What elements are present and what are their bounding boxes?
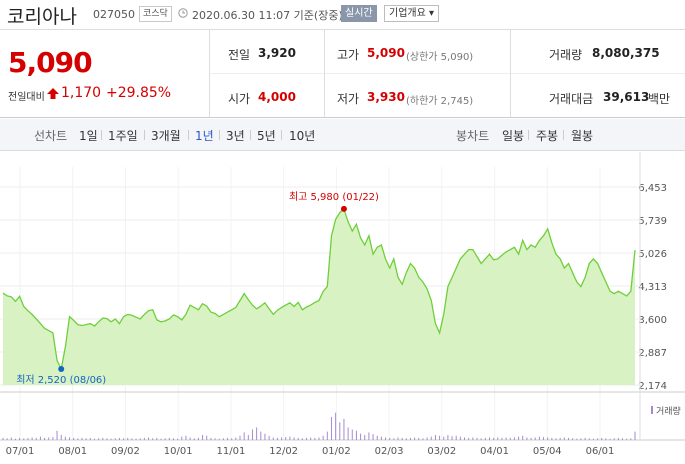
price-chart-svg: 6,453 5,739 5,026 4,313 3,600 2,887 2,174 07/01… — [0, 152, 685, 457]
current-price: 5,090 — [8, 46, 93, 79]
low-marker — [58, 365, 65, 372]
stock-code: 027050 — [93, 8, 135, 21]
price-summary: 5,090 전일대비 1,170 +29.85% 전일 3,920 고가 5,0… — [0, 30, 685, 118]
x-tick-label: 03/02 — [427, 446, 456, 457]
high-marker — [340, 205, 347, 212]
clock-icon — [178, 8, 188, 18]
high-annotation: 최고 5,980 (01/22) — [289, 191, 379, 203]
line-chart-label: 선차트 — [34, 129, 68, 143]
upper-limit-note: (상한가 5,090) — [406, 52, 474, 63]
summary-row-divider — [210, 73, 685, 74]
datetime-text: 2020.06.30 11:07 기준(장중) — [192, 9, 343, 22]
toolbar-divider — [563, 130, 564, 140]
trade-value-label: 거래대금 — [549, 92, 594, 106]
y-tick-label: 3,600 — [638, 315, 667, 326]
period-1y[interactable]: 1년 — [195, 129, 214, 143]
y-tick-label: 5,026 — [638, 249, 667, 260]
period-1d[interactable]: 1일 — [79, 129, 98, 143]
price-area-fill — [3, 208, 635, 385]
trade-value-unit: 백만 — [648, 92, 671, 106]
prev-close-value: 3,920 — [258, 46, 296, 60]
toolbar-divider — [281, 130, 282, 140]
x-tick-label: 01/02 — [322, 446, 351, 457]
y-tick-label: 2,887 — [638, 348, 667, 359]
market-badge: 코스닥 — [139, 6, 172, 22]
candle-daily[interactable]: 일봉 — [502, 129, 525, 143]
toolbar-divider — [101, 130, 102, 140]
toolbar-divider — [144, 130, 145, 140]
x-tick-label: 08/01 — [58, 446, 87, 457]
price-line — [2, 207, 636, 372]
trade-value: 39,613 — [603, 90, 650, 104]
volume-legend-swatch — [651, 406, 653, 414]
realtime-button[interactable]: 실시간 — [341, 5, 377, 22]
period-3m[interactable]: 3개월 — [151, 129, 181, 143]
candle-weekly[interactable]: 주봉 — [536, 129, 559, 143]
toolbar-divider — [219, 130, 220, 140]
volume-label: 거래량 — [549, 48, 583, 62]
high-value: 5,090 — [367, 46, 405, 60]
low-annotation: 최저 2,520 (08/06) — [16, 374, 106, 386]
company-overview-button[interactable]: 기업개요 ▾ — [384, 5, 439, 22]
candle-chart-label: 봉차트 — [456, 129, 490, 143]
x-tick-label: 11/01 — [216, 446, 245, 457]
stock-name: 코리아나 — [7, 6, 77, 28]
x-tick-label: 06/01 — [586, 446, 615, 457]
volume-value: 8,080,375 — [592, 46, 660, 60]
y-tick-label: 4,313 — [638, 282, 667, 293]
change-label: 전일대비 — [8, 92, 45, 103]
high-label: 고가 — [337, 48, 360, 62]
y-tick-label: 2,174 — [638, 381, 667, 392]
low-label: 저가 — [337, 92, 360, 106]
period-3y[interactable]: 3년 — [226, 129, 245, 143]
x-tick-label: 09/02 — [111, 446, 140, 457]
lower-limit-note: (하한가 2,745) — [406, 96, 474, 107]
x-tick-label: 02/03 — [375, 446, 404, 457]
up-arrow-icon — [47, 88, 59, 99]
toolbar-divider — [250, 130, 251, 140]
volume-legend-label: 거래량 — [656, 405, 681, 417]
x-tick-label: 10/01 — [164, 446, 193, 457]
y-tick-label: 5,739 — [638, 216, 667, 227]
low-value: 3,930 — [367, 90, 405, 104]
open-value: 4,000 — [258, 90, 296, 104]
x-tick-label: 12/02 — [269, 446, 298, 457]
summary-col-divider — [324, 30, 325, 117]
x-tick-label: 05/04 — [533, 446, 562, 457]
y-tick-label: 6,453 — [638, 183, 667, 194]
toolbar-divider — [528, 130, 529, 140]
candle-monthly[interactable]: 월봉 — [571, 129, 594, 143]
x-tick-label: 04/01 — [480, 446, 509, 457]
stock-header: 코리아나 027050 코스닥 2020.06.30 11:07 기준(장중) … — [0, 0, 685, 30]
toolbar-divider — [188, 130, 189, 140]
current-price-panel: 5,090 전일대비 1,170 +29.85% — [0, 30, 210, 117]
open-label: 시가 — [228, 92, 251, 106]
prev-close-label: 전일 — [228, 48, 251, 62]
summary-col-divider — [510, 30, 511, 117]
period-10y[interactable]: 10년 — [289, 129, 316, 143]
period-1w[interactable]: 1주일 — [108, 129, 138, 143]
period-5y[interactable]: 5년 — [257, 129, 276, 143]
chart-toolbar: 선차트 1일 1주일 3개월 1년 3년 5년 10년 봉차트 일봉 주봉 월봉 — [0, 119, 685, 151]
price-chart[interactable]: 6,453 5,739 5,026 4,313 3,600 2,887 2,174 07/01… — [0, 152, 685, 460]
change-rate: +29.85% — [106, 85, 172, 101]
change-amount: 1,170 — [61, 85, 102, 101]
x-tick-label: 07/01 — [6, 446, 35, 457]
